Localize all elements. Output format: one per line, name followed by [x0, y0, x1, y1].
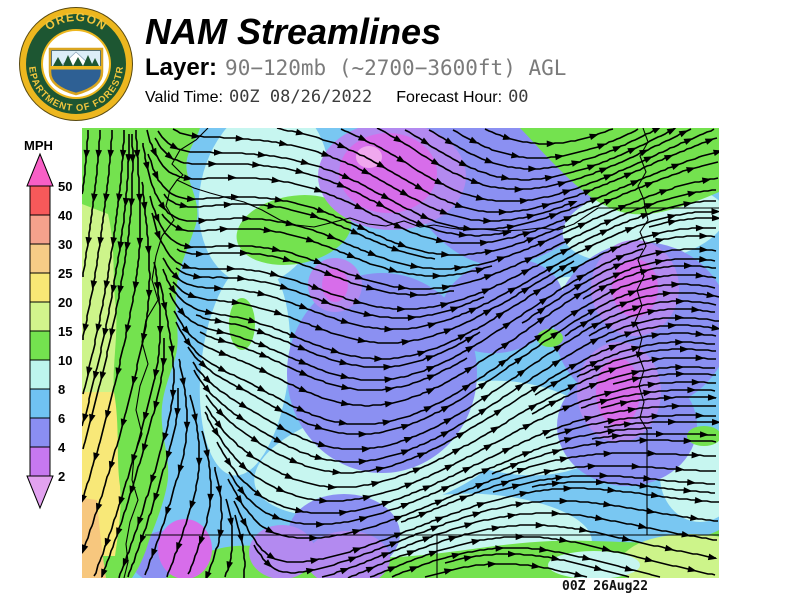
logo-shield-emblem [48, 47, 104, 96]
svg-text:6: 6 [58, 411, 65, 426]
header: NAM Streamlines Layer: 90−120mb (~2700−36… [145, 12, 566, 107]
forecast-hour-label: Forecast Hour: [396, 88, 503, 106]
svg-text:4: 4 [58, 440, 66, 455]
svg-text:50: 50 [58, 179, 72, 194]
page-title: NAM Streamlines [145, 11, 442, 52]
odf-logo: OREGON DEPARTMENT OF FORESTRY [18, 6, 133, 121]
svg-text:2: 2 [58, 469, 65, 484]
streamline-map [82, 128, 719, 578]
svg-text:8: 8 [58, 382, 65, 397]
svg-text:15: 15 [58, 324, 72, 339]
svg-text:25: 25 [58, 266, 72, 281]
svg-text:10: 10 [58, 353, 72, 368]
map-timestamp: 00Z 26Aug22 [562, 579, 649, 594]
layer-label: Layer: [145, 53, 218, 81]
colorbar-unit-label: MPH [24, 138, 53, 153]
speed-colorbar: MPH 50 40 30 25 20 15 10 8 6 4 2 [18, 136, 82, 523]
streamlines [82, 128, 719, 578]
valid-time-label: Valid Time: [145, 88, 223, 106]
forecast-hour-value: 00 [508, 86, 529, 107]
emblem-gold-band [50, 66, 102, 70]
svg-text:30: 30 [58, 237, 72, 252]
colorbar-scale: 50 40 30 25 20 15 10 8 6 4 2 [26, 152, 72, 510]
layer-value: 90−120mb (~2700−3600ft) AGL [225, 55, 567, 80]
valid-time-value: 00Z 08/26/2022 [228, 86, 373, 107]
svg-text:20: 20 [58, 295, 72, 310]
streamline-arrowheads [82, 128, 719, 578]
svg-text:40: 40 [58, 208, 72, 223]
emblem-trees [53, 55, 99, 66]
